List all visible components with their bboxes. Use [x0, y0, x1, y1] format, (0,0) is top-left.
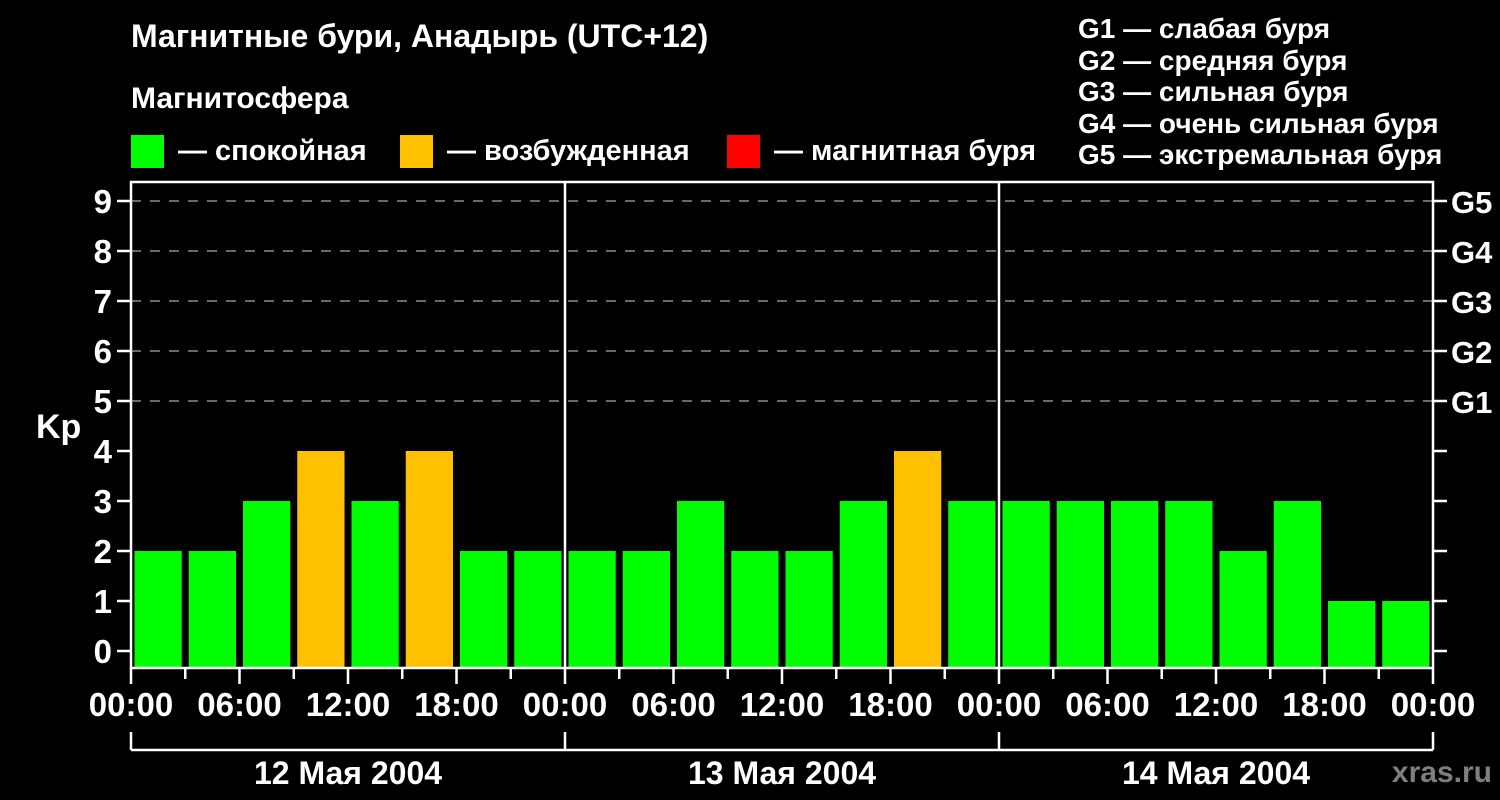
kp-bar [514, 551, 562, 668]
kp-bar [1002, 501, 1050, 668]
x-tick-label: 18:00 [1282, 686, 1366, 723]
y-tick-label: 5 [94, 383, 112, 420]
kp-bar [134, 551, 182, 668]
g-scale-label: G2 [1451, 335, 1492, 370]
page-title: Магнитные бури, Анадырь (UTC+12) [131, 18, 709, 54]
g-scale-label: G1 [1451, 385, 1492, 420]
y-tick-label: 6 [94, 333, 112, 370]
x-tick-label: 00:00 [523, 686, 607, 723]
storm-scale-legend: G1 — слабая буря G2 — средняя буря G3 — … [1078, 13, 1442, 171]
legend-item-quiet: — спокойная [131, 134, 367, 168]
date-label: 14 Мая 2004 [1122, 755, 1310, 791]
watermark: xras.ru [1391, 756, 1492, 789]
date-label: 12 Мая 2004 [254, 755, 442, 791]
kp-bar [243, 501, 291, 668]
kp-bar [1165, 501, 1213, 668]
y-tick-label: 3 [94, 483, 112, 520]
magnetosphere-legend-title: Магнитосфера [131, 82, 349, 115]
kp-bar [1273, 501, 1321, 668]
x-tick-label: 12:00 [740, 686, 824, 723]
storm-scale-line: G2 — средняя буря [1078, 44, 1348, 76]
y-tick-label: 4 [94, 433, 113, 470]
x-tick-label: 18:00 [848, 686, 932, 723]
kp-bar [677, 501, 725, 668]
storm-scale-line: G4 — очень сильная буря [1078, 107, 1439, 139]
g-scale-label: G4 [1451, 235, 1493, 270]
x-tick-label: 18:00 [414, 686, 498, 723]
y-tick-label: 1 [94, 583, 112, 620]
x-tick-label: 12:00 [306, 686, 390, 723]
legend-item-disturbed: — возбужденная [400, 134, 690, 168]
storm-scale-line: G5 — экстремальная буря [1078, 139, 1443, 170]
kp-bar [297, 451, 345, 668]
y-tick-label: 2 [94, 533, 112, 570]
x-tick-label: 06:00 [197, 686, 281, 723]
kp-bar [1111, 501, 1159, 668]
kp-bar [568, 551, 616, 668]
kp-bar [948, 501, 996, 668]
kp-bar [785, 551, 833, 668]
kp-bar [1056, 501, 1104, 668]
legend-label: — возбужденная [447, 134, 690, 167]
kp-bar [460, 551, 508, 668]
kp-bar [1219, 551, 1267, 668]
kp-bar [622, 551, 670, 668]
kp-bar [1382, 601, 1430, 668]
x-tick-label: 00:00 [89, 686, 173, 723]
x-tick-label: 06:00 [631, 686, 715, 723]
kp-bar [405, 451, 453, 668]
y-tick-label: 0 [94, 633, 112, 670]
g-scale-label: G3 [1451, 285, 1492, 320]
legend-item-storm: — магнитная буря [727, 134, 1036, 168]
storm-scale-line: G3 — сильная буря [1078, 76, 1349, 107]
g-scale-label: G5 [1451, 185, 1492, 220]
x-tick-label: 06:00 [1065, 686, 1149, 723]
kp-bar [731, 551, 779, 668]
y-tick-label: 9 [94, 183, 112, 220]
storm-scale-line: G1 — слабая буря [1078, 13, 1331, 44]
y-tick-label: 8 [94, 233, 112, 270]
y-axis-title: Kp [36, 408, 82, 446]
x-tick-label: 00:00 [957, 686, 1041, 723]
x-tick-label: 12:00 [1174, 686, 1258, 723]
kp-bar [351, 501, 399, 668]
legend-label: — спокойная [178, 134, 367, 167]
date-label: 13 Мая 2004 [688, 755, 876, 791]
quiet-color-swatch [131, 134, 164, 168]
disturbed-color-swatch [400, 134, 433, 168]
kp-bar [1328, 601, 1376, 668]
y-tick-label: 7 [94, 283, 112, 320]
x-tick-label: 00:00 [1391, 686, 1475, 723]
kp-bar [188, 551, 236, 668]
legend-label: — магнитная буря [774, 134, 1037, 167]
kp-bar [894, 451, 942, 668]
kp-bar [839, 501, 887, 668]
storm-color-swatch [727, 134, 760, 168]
